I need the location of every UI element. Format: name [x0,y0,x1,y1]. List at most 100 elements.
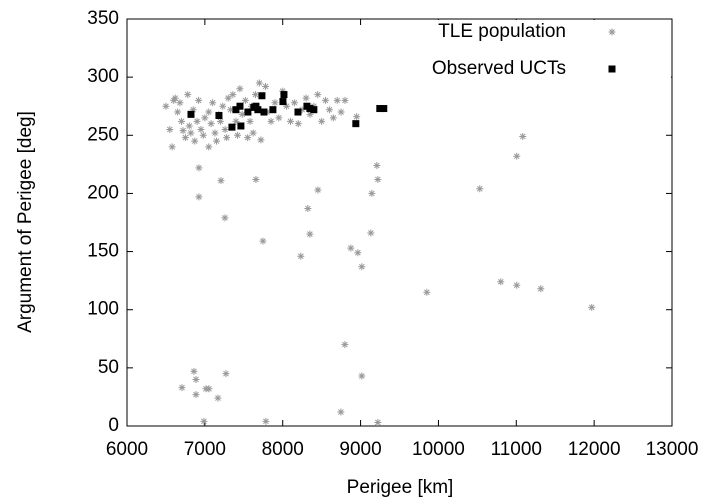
data-point [257,136,265,144]
data-point [353,113,361,121]
x-tick-label: 9000 [339,439,381,460]
data-point [341,341,349,349]
data-point [237,122,245,130]
data-point [205,143,213,151]
data-point [251,91,259,99]
data-point [217,177,225,185]
data-point [224,94,232,102]
data-point [262,417,270,425]
data-point [352,120,360,128]
data-point [168,143,176,151]
data-point [246,117,254,125]
data-point [201,114,209,122]
data-point [222,370,230,378]
data-point [234,131,242,139]
data-point [187,129,195,137]
data-point [178,117,185,125]
y-tick-label: 250 [87,124,119,145]
data-point [215,112,223,120]
data-point [171,94,179,102]
data-point [238,110,246,118]
data-point [337,108,345,116]
data-point [229,91,237,99]
legend-label: TLE population [438,21,566,42]
data-point [187,110,195,118]
data-point [236,85,244,93]
data-point [329,114,337,122]
x-tick-label: 6000 [106,439,148,460]
data-point [178,384,186,392]
data-point [325,106,333,114]
x-tick-label: 11000 [491,439,542,460]
data-point [341,96,349,104]
data-point [271,99,279,107]
data-point [255,79,263,87]
data-point [306,105,314,113]
data-point [280,91,288,99]
data-point [232,106,240,114]
data-point [232,117,240,125]
data-point [207,120,215,128]
data-point [337,408,345,416]
data-point [279,98,287,106]
y-tick-label: 200 [87,182,119,203]
data-point [249,129,257,137]
data-point [162,102,170,110]
data-point [294,120,302,128]
data-point [223,134,231,142]
data-point [519,132,527,140]
data-point [423,288,431,296]
data-point [310,106,318,114]
data-point [219,102,227,110]
legend-marker [608,28,616,36]
data-point [290,99,298,107]
y-tick-label: 100 [87,299,119,320]
data-point [368,189,376,197]
data-point [294,108,302,116]
x-tick-label: 13000 [646,439,699,460]
data-point [244,134,252,142]
data-point [216,117,224,125]
data-point [211,129,219,137]
data-point [318,117,326,125]
data-point [513,152,521,160]
data-point [333,96,341,104]
data-point [476,185,484,193]
data-point [190,367,198,375]
x-tick-label: 7000 [184,439,226,460]
data-point [297,252,305,260]
data-point [191,137,199,145]
data-point [306,110,314,118]
data-point [195,193,203,201]
data-point [322,96,330,104]
x-tick-label: 8000 [262,439,304,460]
data-point [354,249,362,257]
data-point [205,385,213,393]
data-point [269,106,277,114]
data-point [200,417,208,425]
data-point [314,91,322,99]
x-axis-label: Perigee [km] [347,477,454,498]
data-point [304,205,312,213]
data-point [298,106,306,114]
data-point [214,394,222,402]
data-point [513,281,521,289]
data-point [166,125,174,133]
data-point [227,106,235,114]
data-point [174,108,182,116]
y-tick-label: 350 [87,8,119,29]
data-point [537,285,545,293]
data-point [376,105,384,113]
data-point [241,96,249,104]
y-axis-label: Argument of Perigee [deg] [15,111,36,333]
data-point [258,92,266,100]
data-point [283,102,291,110]
data-point [314,186,322,194]
data-point [228,123,236,131]
data-point [205,108,213,116]
data-point [497,278,505,286]
y-tick-label: 50 [98,357,119,378]
data-point [179,127,187,135]
data-point [181,134,189,142]
data-point [254,106,262,114]
